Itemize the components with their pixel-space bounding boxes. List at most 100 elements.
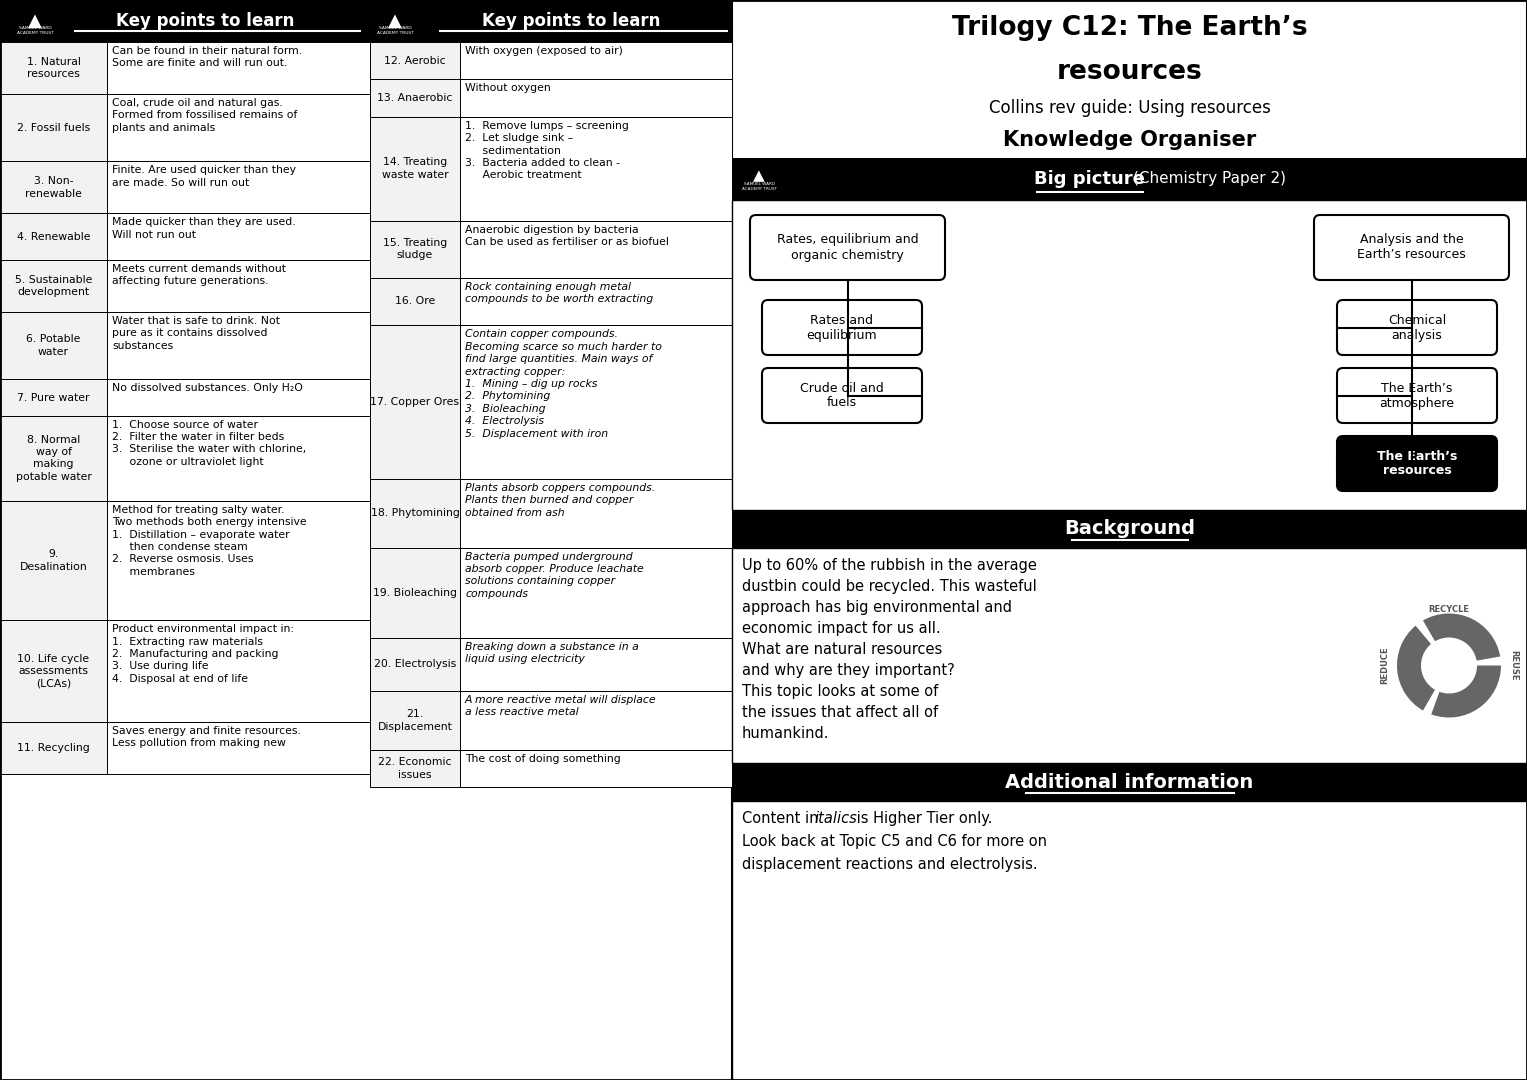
Text: 18. Phytomining: 18. Phytomining (371, 509, 460, 518)
Text: REDUCE: REDUCE (1380, 647, 1390, 685)
Text: Method for treating salty water.
Two methods both energy intensive
1.  Distillat: Method for treating salty water. Two met… (111, 504, 307, 577)
Bar (107, 312, 370, 379)
FancyBboxPatch shape (762, 300, 922, 355)
Text: The Earth’s
resources: The Earth’s resources (1377, 449, 1457, 477)
Text: The cost of doing something: The cost of doing something (466, 754, 621, 764)
FancyBboxPatch shape (1338, 368, 1496, 423)
Bar (0, 501, 107, 620)
Bar (370, 480, 460, 548)
Bar (731, 510, 1527, 548)
Bar (731, 762, 1527, 801)
Wedge shape (1423, 613, 1500, 661)
Bar (0, 721, 107, 773)
Text: 12. Aerobic: 12. Aerobic (385, 56, 446, 66)
Text: 20. Electrolysis: 20. Electrolysis (374, 659, 457, 670)
Text: 21.
Displacement: 21. Displacement (377, 710, 452, 731)
Bar (460, 691, 731, 750)
Text: 15. Treating
sludge: 15. Treating sludge (383, 238, 447, 260)
Text: 13. Anaerobic: 13. Anaerobic (377, 93, 452, 103)
Text: Plants absorb coppers compounds.
Plants then burned and copper
obtained from ash: Plants absorb coppers compounds. Plants … (466, 483, 655, 517)
Bar (460, 750, 731, 787)
Text: Collins rev guide: Using resources: Collins rev guide: Using resources (988, 99, 1270, 117)
Text: 17. Copper Ores: 17. Copper Ores (371, 397, 460, 407)
Text: What are natural resources: What are natural resources (742, 642, 942, 657)
FancyBboxPatch shape (1338, 436, 1496, 491)
Text: Key points to learn: Key points to learn (483, 12, 660, 30)
Text: Additional information: Additional information (1005, 772, 1254, 792)
Bar (370, 691, 460, 750)
Text: ▲: ▲ (388, 12, 402, 30)
Text: 8. Normal
way of
making
potable water: 8. Normal way of making potable water (15, 434, 92, 482)
Text: Analysis and the
Earth’s resources: Analysis and the Earth’s resources (1358, 233, 1466, 261)
Bar (460, 79, 731, 117)
Text: Key points to learn: Key points to learn (116, 12, 295, 30)
Text: 11. Recycling: 11. Recycling (17, 743, 90, 753)
Bar (0, 260, 107, 312)
Bar (731, 0, 1527, 1080)
Bar (460, 42, 731, 79)
Text: Crude oil and
fuels: Crude oil and fuels (800, 381, 884, 409)
Text: resources: resources (1057, 59, 1202, 85)
Text: 1.  Remove lumps – screening
2.  Let sludge sink –
     sedimentation
3.  Bacter: 1. Remove lumps – screening 2. Let sludg… (466, 121, 629, 180)
Bar (107, 161, 370, 213)
Bar (107, 213, 370, 260)
Text: Water that is safe to drink. Not
pure as it contains dissolved
substances: Water that is safe to drink. Not pure as… (111, 315, 279, 351)
Bar (0, 379, 107, 416)
Text: (Chemistry Paper 2): (Chemistry Paper 2) (1133, 172, 1286, 187)
Bar (460, 325, 731, 480)
Text: 6. Potable
water: 6. Potable water (26, 335, 81, 356)
Text: 7. Pure water: 7. Pure water (17, 392, 90, 403)
Text: 1. Natural
resources: 1. Natural resources (26, 57, 81, 79)
Text: Finite. Are used quicker than they
are made. So will run out: Finite. Are used quicker than they are m… (111, 165, 296, 188)
Text: Anaerobic digestion by bacteria
Can be used as fertiliser or as biofuel: Anaerobic digestion by bacteria Can be u… (466, 225, 669, 247)
Bar (460, 278, 731, 325)
Text: SAMUEL WARD
ACADEMY TRUST: SAMUEL WARD ACADEMY TRUST (17, 26, 53, 35)
Bar (370, 278, 460, 325)
FancyBboxPatch shape (750, 215, 945, 280)
Bar (0, 42, 107, 94)
Text: Rates, equilibrium and
organic chemistry: Rates, equilibrium and organic chemistry (777, 233, 918, 261)
Bar (370, 325, 460, 480)
Text: italics: italics (814, 811, 857, 826)
Text: This topic looks at some of: This topic looks at some of (742, 684, 938, 699)
Bar (731, 801, 1527, 1080)
Text: Background: Background (1064, 519, 1196, 539)
Text: Meets current demands without
affecting future generations.: Meets current demands without affecting … (111, 264, 286, 286)
Bar (107, 620, 370, 721)
Text: 5. Sustainable
development: 5. Sustainable development (15, 274, 92, 297)
Text: dustbin could be recycled. This wasteful: dustbin could be recycled. This wasteful (742, 579, 1037, 594)
Bar (460, 220, 731, 278)
Text: Coal, crude oil and natural gas.
Formed from fossilised remains of
plants and an: Coal, crude oil and natural gas. Formed … (111, 98, 298, 133)
Text: is Higher Tier only.: is Higher Tier only. (852, 811, 993, 826)
Bar (0, 213, 107, 260)
Bar (370, 79, 460, 117)
Text: Rates and
equilibrium: Rates and equilibrium (806, 313, 878, 341)
Text: SAMUEL WARD
ACADEMY TRUST: SAMUEL WARD ACADEMY TRUST (742, 183, 777, 190)
Text: 4. Renewable: 4. Renewable (17, 231, 90, 242)
Text: ▲: ▲ (753, 168, 765, 183)
Bar (0, 416, 107, 501)
Text: Up to 60% of the rubbish in the average: Up to 60% of the rubbish in the average (742, 558, 1037, 573)
Text: 22. Economic
issues: 22. Economic issues (379, 757, 452, 780)
Bar (370, 638, 460, 691)
Text: 3. Non-
renewable: 3. Non- renewable (24, 176, 82, 199)
Text: With oxygen (exposed to air): With oxygen (exposed to air) (466, 46, 623, 56)
Text: SAMUEL WARD
ACADEMY TRUST: SAMUEL WARD ACADEMY TRUST (377, 26, 414, 35)
Text: The Earth’s
atmosphere: The Earth’s atmosphere (1379, 381, 1455, 409)
Bar (0, 94, 107, 161)
Bar (731, 548, 1527, 762)
Text: 16. Ore: 16. Ore (395, 297, 435, 307)
FancyBboxPatch shape (762, 368, 922, 423)
Bar (370, 548, 460, 638)
Text: Breaking down a substance in a
liquid using electricity: Breaking down a substance in a liquid us… (466, 642, 638, 664)
Wedge shape (1397, 625, 1435, 711)
Bar (107, 416, 370, 501)
Text: Content in: Content in (742, 811, 823, 826)
Text: 9.
Desalination: 9. Desalination (20, 550, 87, 571)
Text: ▲: ▲ (27, 12, 41, 30)
Text: Trilogy C12: The Earth’s: Trilogy C12: The Earth’s (951, 15, 1307, 41)
FancyBboxPatch shape (1315, 215, 1509, 280)
Bar (460, 638, 731, 691)
Text: REUSE: REUSE (1509, 650, 1518, 680)
Bar (370, 220, 460, 278)
